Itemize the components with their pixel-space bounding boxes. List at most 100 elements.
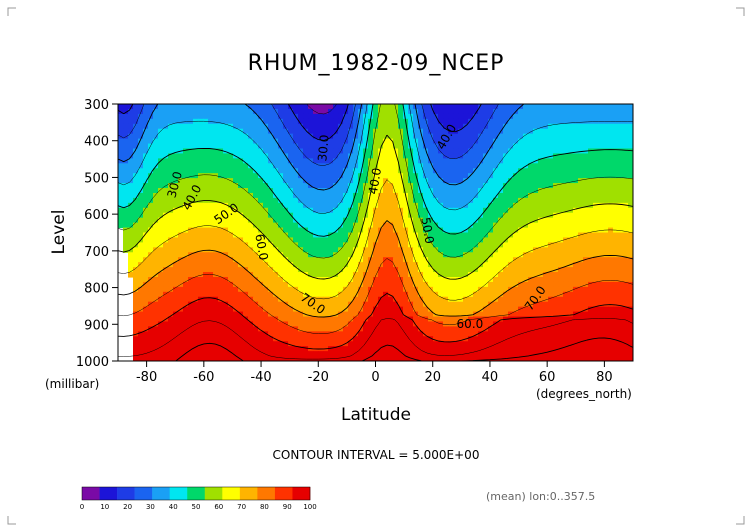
field-cell [128,202,134,209]
field-cell [238,138,244,145]
field-cell [168,276,174,283]
field-cell [533,168,539,174]
field-cell [193,257,199,263]
field-cell [218,163,224,169]
field-cell [228,311,234,318]
field-cell [153,242,159,248]
field-cell [463,188,469,194]
field-cell [303,188,309,194]
field-cell [488,272,494,278]
field-cell [503,336,509,342]
field-cell [123,128,129,135]
field-cell [258,168,264,174]
field-cell [243,262,249,268]
field-cell [463,281,469,288]
field-cell [173,232,179,239]
field-cell [263,133,269,140]
field-cell [203,296,209,303]
field-cell [168,272,174,278]
field-cell [313,128,319,135]
field-cell [373,306,379,313]
field-cell [363,286,369,293]
field-cell [393,153,399,159]
field-cell [148,227,154,234]
field-cell [578,168,584,174]
field-cell [468,227,474,234]
field-cell [293,336,299,342]
field-cell [488,108,494,115]
field-cell [623,242,629,248]
field-cell [138,133,144,140]
field-cell [293,321,299,327]
field-cell [348,286,354,293]
field-cell [383,192,389,199]
field-cell [593,123,599,130]
field-cell [318,217,324,224]
field-cell [448,158,454,164]
field-cell [383,143,389,150]
field-cell [313,316,319,323]
field-cell [198,331,204,337]
field-cell [178,222,184,229]
field-cell [568,222,574,229]
field-cell [368,316,374,323]
field-cell [548,306,554,313]
field-cell [548,276,554,283]
field-cell [393,272,399,278]
field-cell [248,321,254,327]
field-cell [608,178,614,184]
field-cell [268,128,274,135]
field-cell [153,143,159,150]
field-cell [173,197,179,204]
field-cell [213,217,219,224]
field-cell [238,336,244,342]
field-cell [388,133,394,140]
field-cell [603,108,609,115]
field-cell [408,341,414,347]
field-cell [223,192,229,199]
field-cell [188,197,194,204]
field-cell [513,242,519,248]
field-cell [528,212,534,219]
field-cell [553,123,559,130]
field-cell [308,276,314,283]
field-cell [208,188,214,194]
field-cell [163,178,169,184]
field-cell [613,163,619,169]
field-cell [468,252,474,258]
field-cell [363,331,369,337]
field-cell [303,252,309,258]
field-cell [218,113,224,120]
field-cell [413,321,419,327]
field-cell [548,163,554,169]
field-cell [118,168,124,174]
field-cell [443,118,449,125]
field-cell [488,296,494,303]
field-cell [508,192,514,199]
field-cell [508,291,514,298]
field-cell [208,128,214,135]
field-cell [343,128,349,135]
field-cell [128,207,134,214]
field-cell [623,321,629,327]
field-cell [533,281,539,288]
field-cell [578,138,584,145]
field-cell [498,341,504,347]
field-cell [443,252,449,258]
field-cell [248,123,254,130]
field-cell [613,148,619,155]
field-cell [158,212,164,219]
field-cell [513,212,519,219]
field-cell [428,197,434,204]
field-cell [523,197,529,204]
field-cell [273,281,279,288]
field-cell [288,202,294,209]
field-cell [353,188,359,194]
field-cell [253,227,259,234]
field-cell [288,257,294,263]
field-cell [328,178,334,184]
field-cell [168,123,174,130]
field-cell [308,217,314,224]
field-cell [313,138,319,145]
field-cell [363,133,369,140]
